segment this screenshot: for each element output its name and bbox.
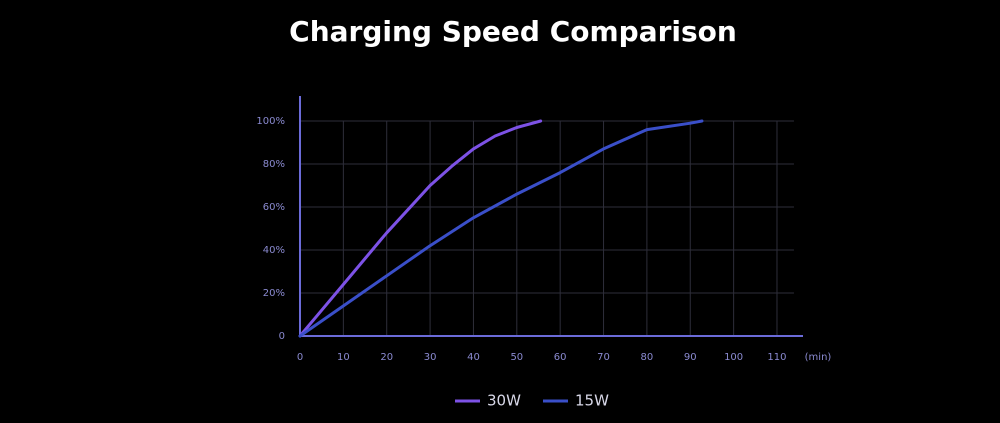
x-axis-label: (min)	[805, 352, 832, 363]
x-tick-label: 70	[597, 352, 610, 363]
x-tick-label: 20	[380, 352, 393, 363]
x-tick-label: 0	[297, 352, 303, 363]
y-tick-label: 0	[279, 331, 285, 342]
legend-label: 30W	[487, 392, 521, 410]
y-tick-label: 60%	[263, 202, 285, 213]
x-tick-label: 80	[641, 352, 654, 363]
x-tick-label: 90	[684, 352, 697, 363]
y-tick-label: 40%	[263, 245, 285, 256]
x-tick-label: 50	[510, 352, 523, 363]
line-series	[298, 119, 543, 338]
x-tick-label: 10	[337, 352, 350, 363]
legend-label: 15W	[575, 392, 609, 410]
line-series	[298, 119, 704, 338]
x-tick-label: 100	[724, 352, 743, 363]
y-tick-label: 100%	[256, 116, 285, 127]
y-tick-label: 20%	[263, 288, 285, 299]
x-tick-label: 60	[554, 352, 567, 363]
chart-title: Charging Speed Comparison	[289, 15, 737, 48]
x-tick-label: 30	[424, 352, 437, 363]
x-tick-label: 110	[767, 352, 786, 363]
y-tick-label: 80%	[263, 159, 285, 170]
x-tick-label: 40	[467, 352, 480, 363]
